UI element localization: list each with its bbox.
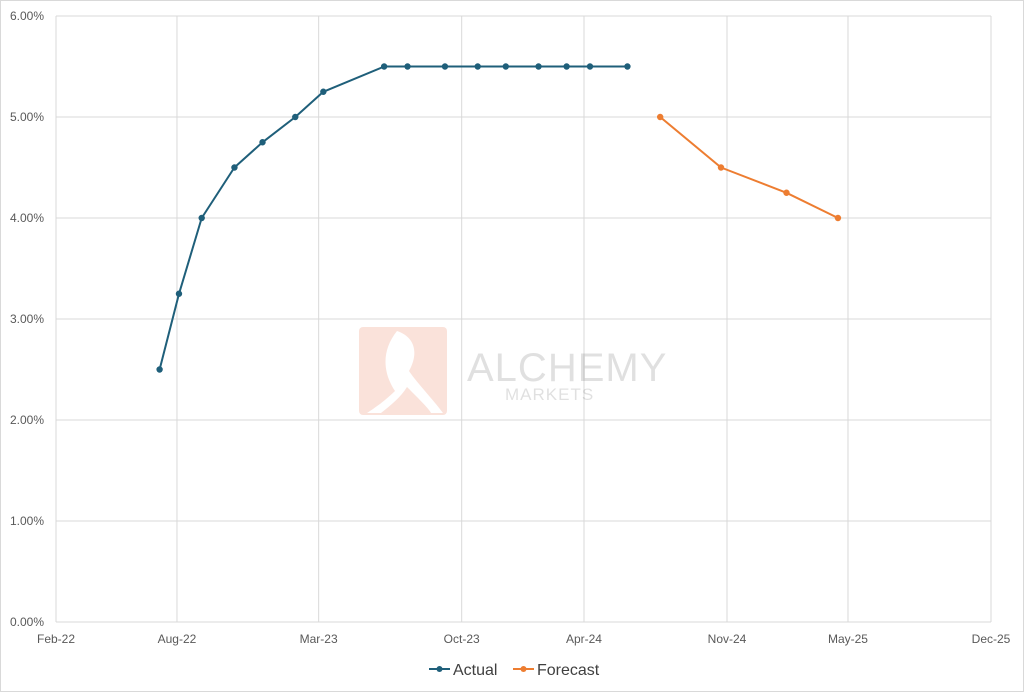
data-point-actual	[441, 63, 449, 70]
grid-layer	[55, 15, 992, 623]
x-tick-label: May-25	[828, 632, 868, 646]
y-tick-label: 5.00%	[10, 110, 44, 124]
legend-forecast-label: Forecast	[537, 662, 600, 679]
y-tick-label: 3.00%	[10, 312, 44, 326]
data-point-actual	[380, 63, 388, 70]
y-tick-label: 0.00%	[10, 615, 44, 629]
data-point-forecast	[834, 214, 842, 222]
x-tick-label: Nov-24	[708, 632, 747, 646]
data-point-actual	[198, 214, 205, 222]
y-tick-label: 6.00%	[10, 9, 44, 23]
data-point-actual	[259, 139, 266, 146]
legend: Actual Forecast	[429, 662, 600, 679]
data-point-actual	[586, 63, 594, 70]
x-axis-tick-labels: Feb-22 Aug-22 Mar-23 Oct-23 Apr-24 Nov-24 May-…	[37, 632, 1011, 646]
data-point-forecast	[717, 164, 725, 171]
y-tick-label: 4.00%	[10, 211, 44, 225]
data-point-actual	[502, 63, 509, 70]
x-tick-label: Mar-23	[300, 632, 338, 646]
watermark-subtitle: MARKETS	[505, 385, 594, 404]
watermark-logo-square	[359, 327, 447, 415]
x-tick-label: Apr-24	[566, 632, 602, 646]
data-point-actual	[563, 63, 570, 70]
data-point-actual	[624, 63, 631, 70]
legend-forecast-marker	[520, 666, 527, 672]
data-point-actual	[231, 164, 238, 171]
data-point-actual	[156, 366, 163, 373]
y-tick-label: 2.00%	[10, 413, 44, 427]
series-forecast	[656, 113, 842, 222]
y-tick-label: 1.00%	[10, 514, 44, 528]
data-point-actual	[404, 63, 411, 70]
legend-actual-marker	[436, 666, 443, 672]
watermark-logo-mark	[367, 331, 443, 413]
data-point-actual	[175, 290, 183, 297]
alchemy-markets-watermark: ALCHEMY MARKETS	[359, 327, 667, 415]
x-tick-label: Oct-23	[444, 632, 480, 646]
x-tick-label: Dec-25	[972, 632, 1011, 646]
data-point-actual	[320, 88, 327, 95]
x-tick-label: Aug-22	[158, 632, 197, 646]
data-point-forecast	[656, 113, 664, 121]
x-tick-label: Feb-22	[37, 632, 75, 646]
data-point-actual	[474, 63, 481, 70]
series-line-actual	[158, 65, 628, 370]
series-layer	[156, 63, 842, 373]
series-line-forecast	[659, 116, 839, 219]
data-point-actual	[292, 113, 299, 121]
legend-item-actual: Actual	[429, 662, 497, 679]
data-point-actual	[535, 63, 542, 70]
data-point-forecast	[783, 189, 790, 196]
watermark-brand: ALCHEMY	[467, 346, 667, 390]
legend-item-forecast: Forecast	[513, 662, 600, 679]
legend-actual-label: Actual	[453, 662, 497, 679]
series-actual	[156, 63, 631, 373]
y-axis-tick-labels: 0.00% 1.00% 2.00% 3.00% 4.00% 5.00% 6.00%	[10, 9, 44, 629]
